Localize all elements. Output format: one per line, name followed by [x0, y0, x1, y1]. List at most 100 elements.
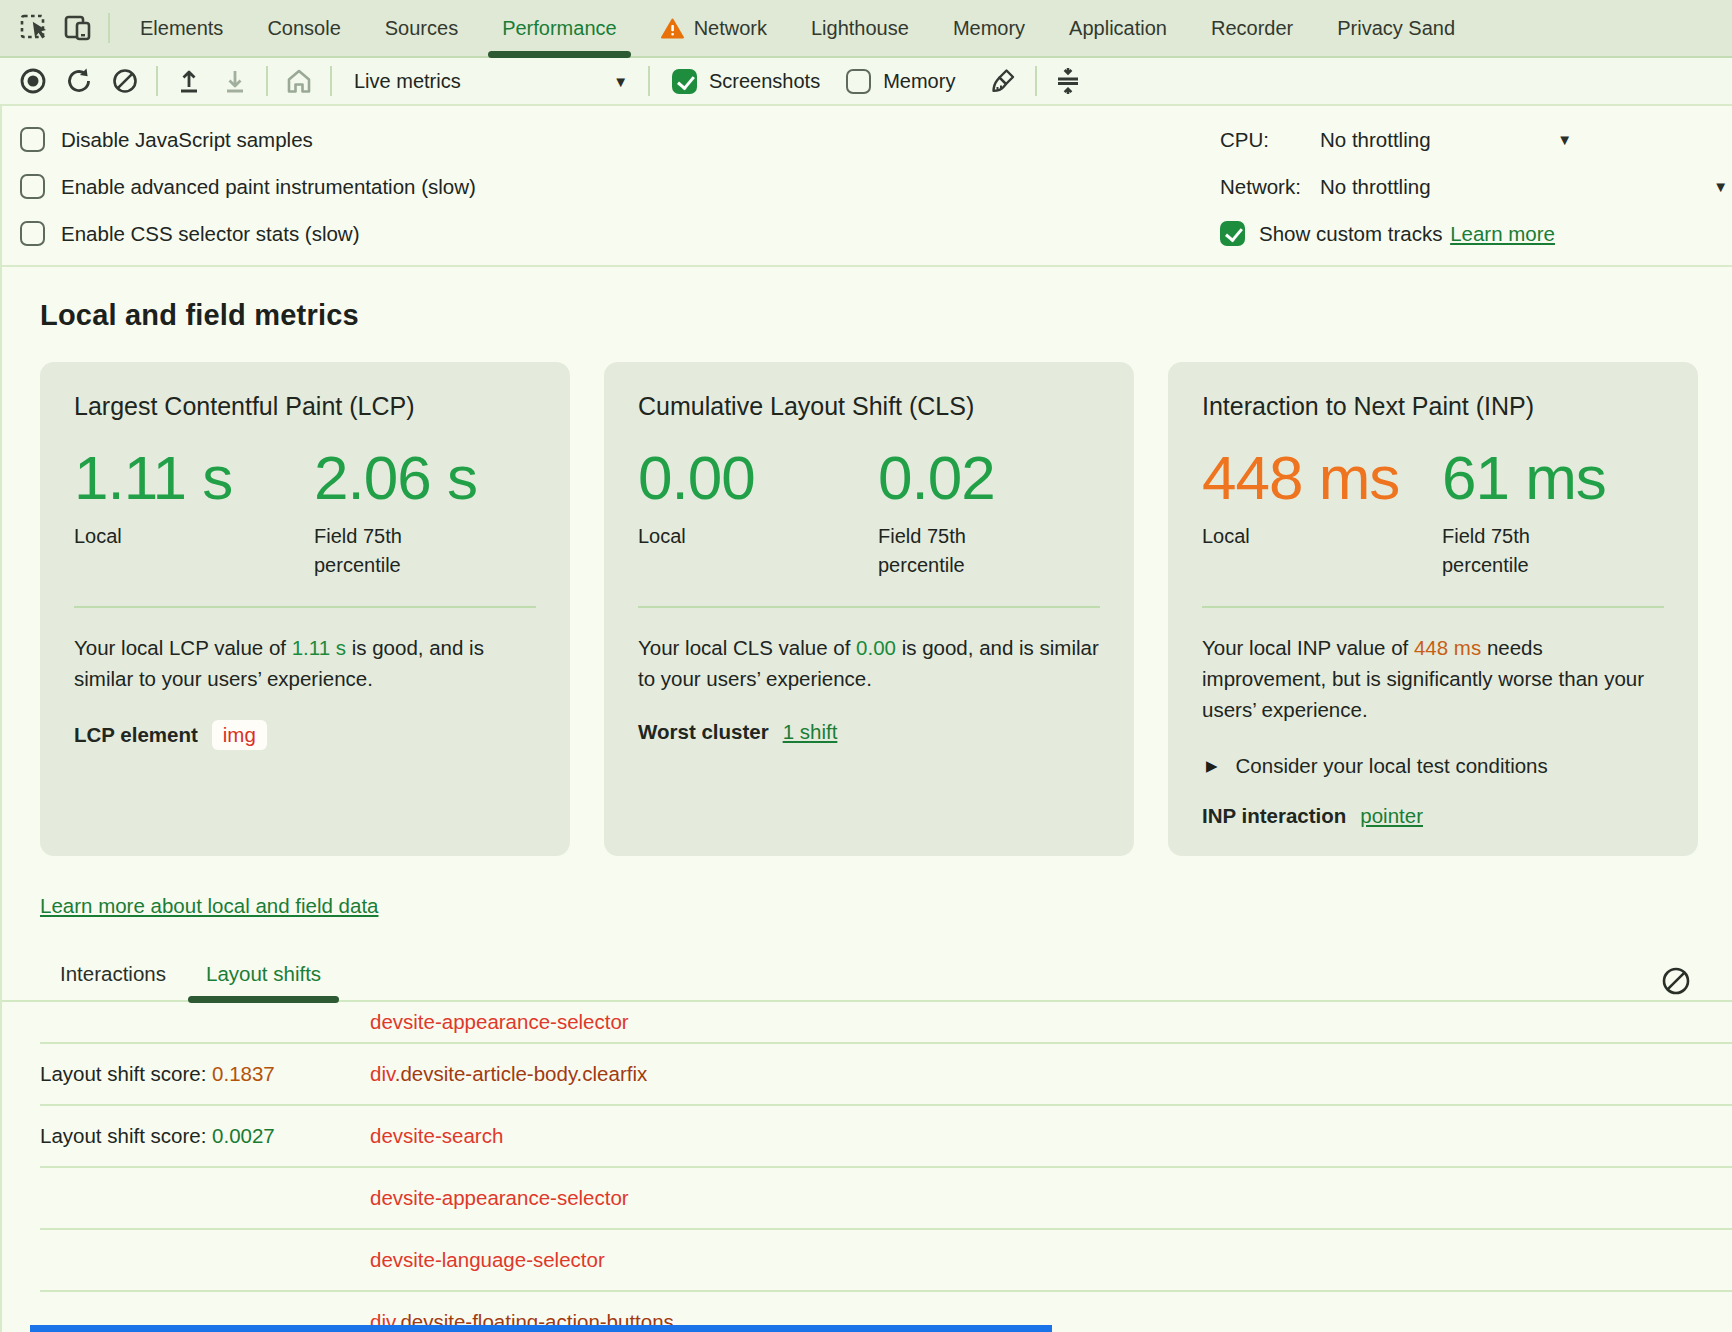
lcp-local-value: 1.11 s	[74, 445, 314, 510]
clear-log-icon[interactable]	[1660, 965, 1692, 997]
layout-shift-row: Layout shift score: 0.1837 div.devsite-a…	[40, 1044, 1732, 1106]
cls-worst-cluster-link[interactable]: 1 shift	[783, 720, 838, 744]
cls-local-label: Local	[638, 522, 878, 551]
css-selector-stats-label: Enable CSS selector stats (slow)	[61, 222, 360, 246]
record-button[interactable]	[10, 61, 56, 101]
save-profile-icon[interactable]	[212, 61, 258, 101]
inspect-element-icon[interactable]	[12, 6, 56, 50]
network-value: No throttling	[1320, 175, 1431, 199]
cls-card-title: Cumulative Layout Shift (CLS)	[638, 392, 1100, 421]
cls-field-value: 0.02	[878, 445, 1100, 510]
lcp-card: Largest Contentful Paint (LCP) 1.11 s Lo…	[40, 362, 570, 856]
lcp-local-label: Local	[74, 522, 314, 551]
tab-console[interactable]: Console	[245, 0, 362, 56]
chevron-down-icon: ▼	[613, 74, 628, 89]
divider	[266, 66, 268, 96]
tab-layout-shifts[interactable]: Layout shifts	[186, 962, 341, 1000]
lcp-element-row: LCP element img	[74, 720, 536, 750]
css-selector-stats-checkbox[interactable]	[20, 221, 45, 246]
local-test-conditions-expander[interactable]: ▶ Consider your local test conditions	[1202, 754, 1664, 778]
setting-row: Disable JavaScript samples	[20, 116, 1220, 163]
cls-description: Your local CLS value of 0.00 is good, an…	[638, 632, 1100, 694]
capture-settings: Disable JavaScript samples Enable advanc…	[2, 106, 1732, 267]
capture-settings-left: Disable JavaScript samples Enable advanc…	[20, 116, 1220, 257]
show-custom-tracks-checkbox[interactable]	[1220, 221, 1245, 246]
lcp-element-node-link[interactable]: img	[212, 720, 267, 750]
divider	[1035, 66, 1037, 96]
lcp-description: Your local LCP value of 1.11 s is good, …	[74, 632, 536, 694]
score-value: 0.0027	[212, 1124, 275, 1147]
network-throttling-select[interactable]: Network: No throttling ▼	[1220, 163, 1728, 210]
metric-cards: Largest Contentful Paint (LCP) 1.11 s Lo…	[40, 362, 1696, 856]
disable-js-samples-checkbox[interactable]	[20, 127, 45, 152]
tab-recorder[interactable]: Recorder	[1189, 0, 1315, 56]
inp-description: Your local INP value of 448 ms needs imp…	[1202, 632, 1664, 725]
clear-recording-icon[interactable]	[102, 61, 148, 101]
screenshots-label: Screenshots	[709, 70, 820, 93]
tab-elements[interactable]: Elements	[118, 0, 245, 56]
inp-field-label: Field 75th percentile	[1442, 522, 1592, 580]
tab-network[interactable]: Network	[639, 0, 789, 56]
custom-tracks-learn-more-link[interactable]: Learn more	[1450, 222, 1555, 246]
cls-worst-cluster-row: Worst cluster 1 shift	[638, 720, 1100, 744]
inp-interaction-label: INP interaction	[1202, 804, 1346, 828]
network-label: Network:	[1220, 175, 1308, 199]
tab-privacy-sandbox[interactable]: Privacy Sand	[1315, 0, 1477, 56]
inp-interaction-row: INP interaction pointer	[1202, 804, 1664, 828]
lcp-element-label: LCP element	[74, 723, 198, 747]
logs-tabbar: Interactions Layout shifts	[40, 962, 1692, 1000]
layout-shift-row: devsite-appearance-selector	[40, 1002, 1732, 1044]
inp-interaction-link[interactable]: pointer	[1360, 804, 1423, 828]
history-dropdown[interactable]: Live metrics ▼	[340, 70, 640, 93]
tab-interactions[interactable]: Interactions	[40, 962, 186, 1000]
divider	[330, 66, 332, 96]
home-icon[interactable]	[276, 61, 322, 101]
device-toolbar-icon[interactable]	[56, 6, 100, 50]
layout-shift-row: devsite-appearance-selector	[40, 1168, 1732, 1230]
reload-and-record-button[interactable]	[56, 61, 102, 101]
tab-performance[interactable]: Performance	[480, 0, 639, 56]
screenshots-checkbox[interactable]	[672, 69, 697, 94]
memory-checkbox[interactable]	[846, 69, 871, 94]
custom-tracks-row: Show custom tracks Learn more	[1220, 210, 1732, 257]
shift-node-link[interactable]: devsite-appearance-selector	[370, 1010, 629, 1033]
load-profile-icon[interactable]	[166, 61, 212, 101]
inp-card: Interaction to Next Paint (INP) 448 ms L…	[1168, 362, 1698, 856]
divider	[156, 66, 158, 96]
tab-memory[interactable]: Memory	[931, 0, 1047, 56]
cls-field-label: Field 75th percentile	[878, 522, 1028, 580]
tab-sources[interactable]: Sources	[363, 0, 480, 56]
chevron-down-icon: ▼	[1713, 179, 1728, 194]
devtools-tabbar: Elements Console Sources Performance Net…	[0, 0, 1732, 58]
advanced-paint-instrumentation-label: Enable advanced paint instrumentation (s…	[61, 175, 476, 199]
disable-js-samples-label: Disable JavaScript samples	[61, 128, 313, 152]
tab-lighthouse[interactable]: Lighthouse	[789, 0, 931, 56]
card-divider	[74, 606, 536, 608]
shift-node-link[interactable]: devsite-language-selector	[370, 1248, 605, 1271]
cls-worst-cluster-label: Worst cluster	[638, 720, 769, 744]
local-field-data-learn-more-link[interactable]: Learn more about local and field data	[40, 894, 378, 918]
advanced-paint-instrumentation-checkbox[interactable]	[20, 174, 45, 199]
card-divider	[638, 606, 1100, 608]
cls-card: Cumulative Layout Shift (CLS) 0.00 Local…	[604, 362, 1134, 856]
lcp-field-label: Field 75th percentile	[314, 522, 464, 580]
page-title: Local and field metrics	[40, 299, 1732, 332]
gc-brush-icon[interactable]	[981, 61, 1027, 101]
collapse-panel-icon[interactable]	[1045, 61, 1091, 101]
card-divider	[1202, 606, 1664, 608]
setting-row: Enable advanced paint instrumentation (s…	[20, 163, 1220, 210]
inp-card-title: Interaction to Next Paint (INP)	[1202, 392, 1664, 421]
memory-label: Memory	[883, 70, 955, 93]
warning-icon	[661, 18, 684, 39]
setting-row: Enable CSS selector stats (slow)	[20, 210, 1220, 257]
layout-shifts-table: devsite-appearance-selector Layout shift…	[2, 1000, 1732, 1332]
tab-application[interactable]: Application	[1047, 0, 1189, 56]
inp-local-value: 448 ms	[1202, 445, 1442, 510]
cpu-throttling-select[interactable]: CPU: No throttling ▼	[1220, 116, 1572, 163]
shift-node-link[interactable]: devsite-search	[370, 1124, 503, 1147]
shift-node-link[interactable]: div.devsite-article-body.clearfix	[370, 1062, 647, 1085]
shift-node-link[interactable]: devsite-appearance-selector	[370, 1186, 629, 1209]
layout-shift-row: devsite-language-selector	[40, 1230, 1732, 1292]
cls-inline-value: 0.00	[856, 636, 896, 659]
score-label: Layout shift score:	[40, 1124, 212, 1147]
